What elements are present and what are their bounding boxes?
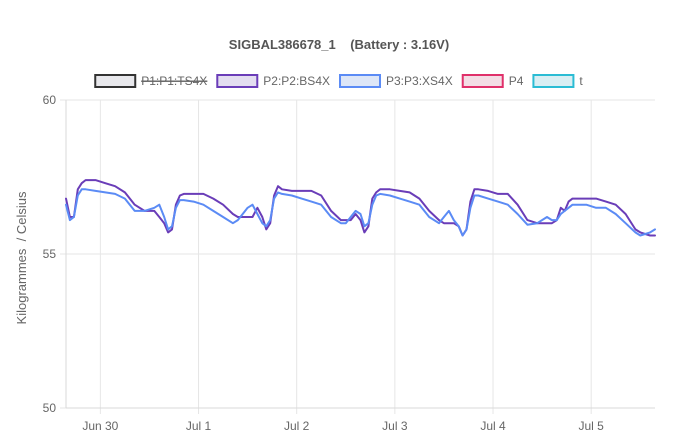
chart-title: SIGBAL386678_1 (Battery : 3.16V) bbox=[229, 37, 449, 52]
legend-label: P4 bbox=[509, 74, 524, 88]
y-tick-label: 55 bbox=[43, 247, 57, 261]
legend-label: P3:P3:XS4X bbox=[386, 74, 453, 88]
legend-swatch bbox=[339, 74, 382, 88]
y-tick-label: 60 bbox=[43, 93, 57, 107]
x-tick-label: Jun 30 bbox=[82, 419, 118, 433]
legend-label: t bbox=[579, 74, 583, 88]
legend: P1:P1:TS4X P2:P2:BS4X P3:P3:XS4X P4 t bbox=[94, 74, 583, 88]
x-tick-label: Jul 1 bbox=[186, 419, 212, 433]
x-tick-label: Jul 2 bbox=[284, 419, 310, 433]
legend-item-1: P2:P2:BS4X bbox=[216, 74, 330, 88]
series-lines bbox=[65, 179, 656, 237]
legend-swatch bbox=[461, 74, 504, 88]
series-line-p3-p3-xs4x bbox=[65, 188, 656, 237]
y-axis-title: Kilogrammes / Celsius bbox=[14, 191, 29, 324]
legend-swatch bbox=[532, 74, 575, 88]
legend-item-3: P4 bbox=[461, 74, 524, 88]
gridlines bbox=[60, 99, 655, 414]
legend-swatch bbox=[216, 74, 259, 88]
x-tick-label: Jul 3 bbox=[382, 419, 408, 433]
axes: 60 55 50 Jun 30 Jul 1 Jul 2 Jul 3 Jul 4 Jul 5 bbox=[43, 93, 655, 433]
legend-item-4: t bbox=[532, 74, 583, 88]
legend-swatch bbox=[94, 74, 137, 88]
x-tick-label: Jul 5 bbox=[579, 419, 605, 433]
x-tick-label: Jul 4 bbox=[480, 419, 506, 433]
legend-item-0: P1:P1:TS4X bbox=[94, 74, 208, 88]
legend-item-2: P3:P3:XS4X bbox=[339, 74, 453, 88]
legend-label: P2:P2:BS4X bbox=[263, 74, 330, 88]
y-tick-label: 50 bbox=[43, 401, 57, 415]
